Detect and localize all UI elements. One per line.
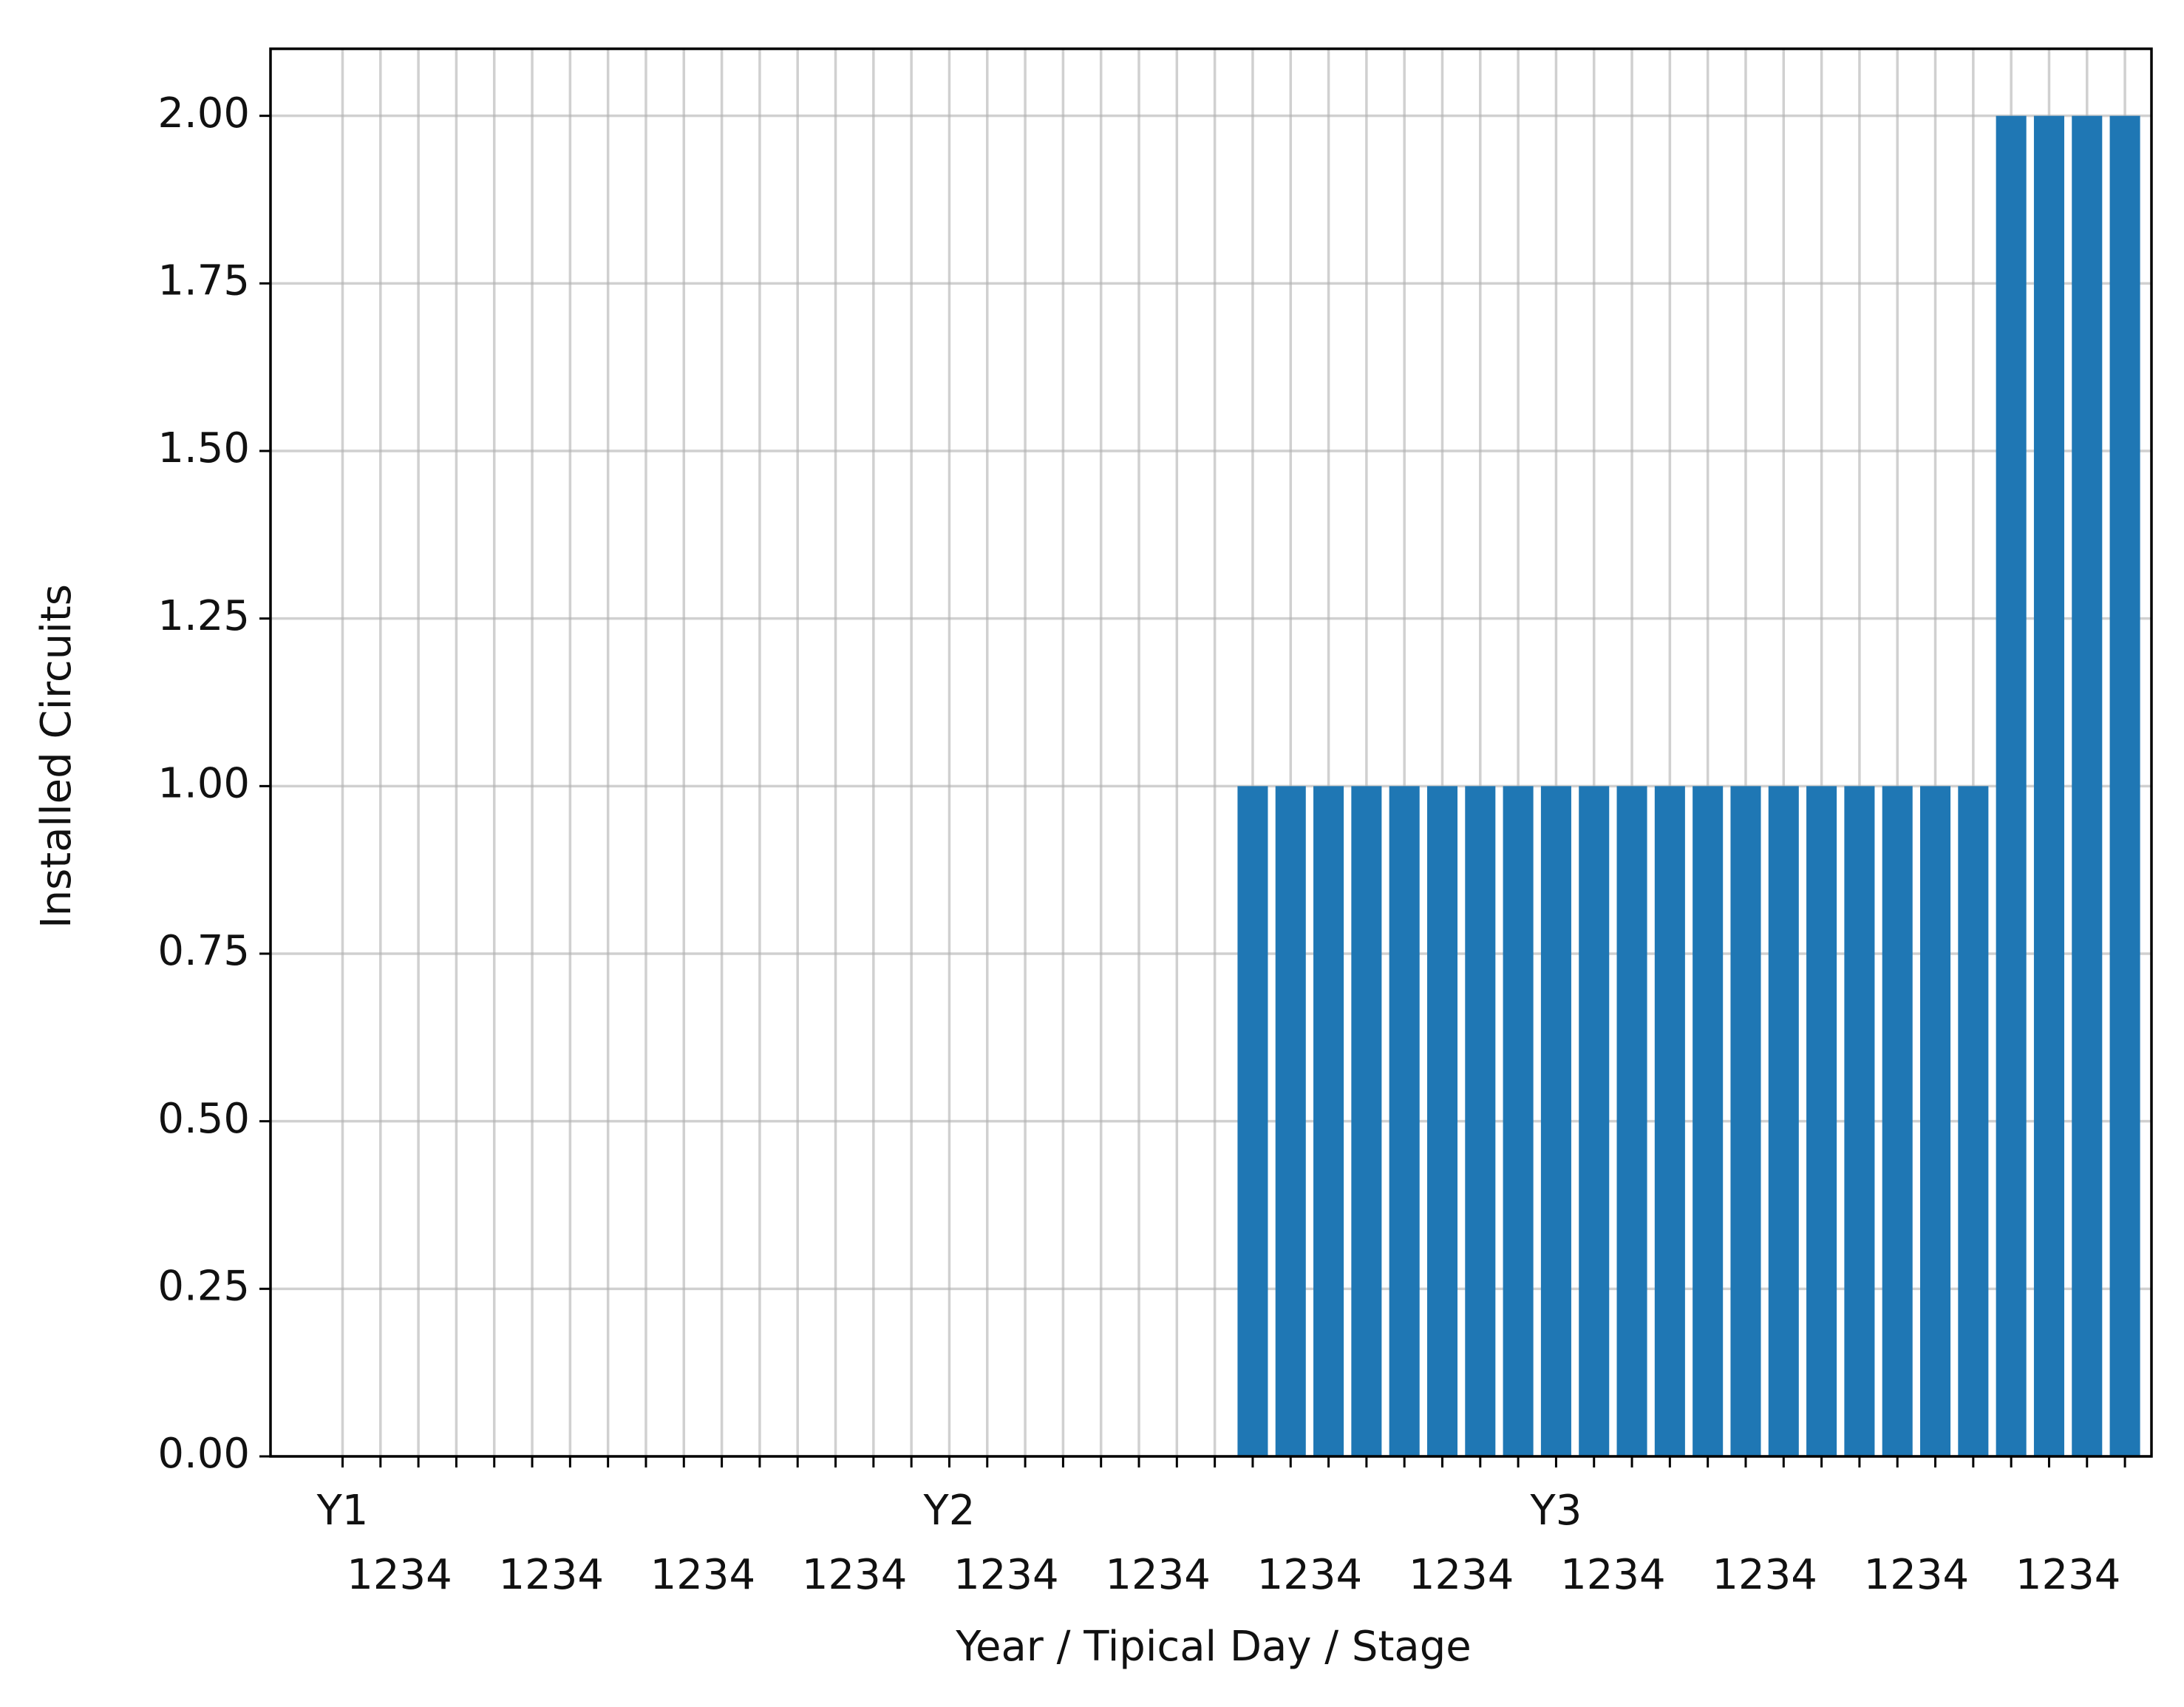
y-tick-label: 2.00 bbox=[157, 89, 250, 138]
y-tick-label: 1.75 bbox=[157, 257, 250, 305]
bar bbox=[2033, 115, 2064, 1457]
bar bbox=[1237, 786, 1268, 1456]
bar bbox=[1844, 786, 1875, 1456]
bar bbox=[1426, 786, 1458, 1456]
bar bbox=[1882, 786, 1913, 1456]
x-tick-label: Y1 bbox=[316, 1487, 369, 1535]
stage-label: 1234 bbox=[1864, 1551, 1970, 1599]
y-tick-label: 1.00 bbox=[157, 759, 250, 807]
bar bbox=[1958, 786, 1989, 1456]
bar bbox=[1768, 786, 1799, 1456]
stage-label: 1234 bbox=[953, 1551, 1059, 1599]
bar bbox=[1275, 786, 1306, 1456]
stage-label: 1234 bbox=[347, 1551, 452, 1599]
bar bbox=[1313, 786, 1344, 1456]
bar bbox=[1351, 786, 1382, 1456]
bar bbox=[1693, 786, 1724, 1456]
bar bbox=[1389, 786, 1420, 1456]
bar bbox=[1616, 786, 1647, 1456]
bar bbox=[1730, 786, 1761, 1456]
bar bbox=[1579, 786, 1610, 1456]
y-tick-label: 0.00 bbox=[157, 1430, 250, 1478]
y-tick-label: 1.25 bbox=[157, 592, 250, 640]
plot-frame bbox=[269, 47, 2153, 1458]
y-axis-label: Installed Circuits bbox=[33, 584, 81, 929]
stage-label: 1234 bbox=[2015, 1551, 2121, 1599]
x-tick-label: Y2 bbox=[923, 1487, 976, 1535]
bar bbox=[1503, 786, 1534, 1456]
x-tick-label: Y3 bbox=[1530, 1487, 1582, 1535]
y-tick-label: 0.75 bbox=[157, 927, 250, 975]
stage-label: 1234 bbox=[1257, 1551, 1363, 1599]
bar bbox=[2072, 115, 2103, 1457]
stage-label: 1234 bbox=[1712, 1551, 1817, 1599]
stage-label: 1234 bbox=[498, 1551, 604, 1599]
bar bbox=[1996, 115, 2027, 1457]
y-tick-label: 1.50 bbox=[157, 424, 250, 472]
stage-label: 1234 bbox=[1105, 1551, 1211, 1599]
bar bbox=[2109, 115, 2140, 1457]
bar bbox=[1806, 786, 1837, 1456]
stage-label: 1234 bbox=[1409, 1551, 1514, 1599]
x-axis-label: Year / Tipical Day / Stage bbox=[955, 1623, 1472, 1671]
y-tick-label: 0.50 bbox=[157, 1095, 250, 1143]
stage-label: 1234 bbox=[802, 1551, 908, 1599]
bar bbox=[1654, 786, 1685, 1456]
bar bbox=[1465, 786, 1496, 1456]
stage-label: 1234 bbox=[1560, 1551, 1666, 1599]
y-tick-label: 0.25 bbox=[157, 1262, 250, 1310]
stage-label: 1234 bbox=[650, 1551, 756, 1599]
bar bbox=[1920, 786, 1951, 1456]
bar bbox=[1540, 786, 1571, 1456]
